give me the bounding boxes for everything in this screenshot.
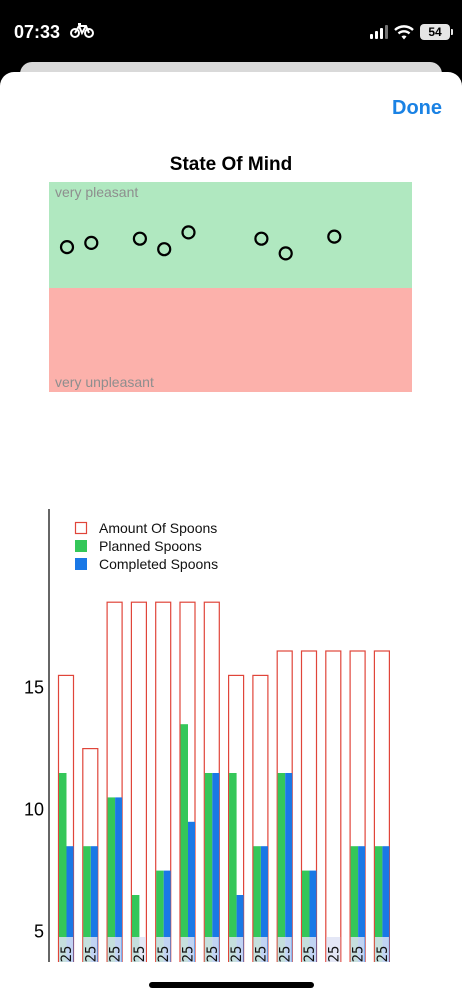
legend-label: Completed Spoons: [99, 556, 218, 572]
mood-point: [278, 246, 293, 261]
pleasant-zone: [49, 182, 412, 288]
state-of-mind-title: State Of Mind: [169, 154, 293, 175]
amount-bar: [228, 674, 245, 962]
date-label-bg: [229, 937, 244, 962]
legend-swatch: [75, 558, 87, 570]
date-label-bg: [83, 937, 98, 962]
date-label-bg: [156, 937, 171, 962]
date-label-bg: [131, 937, 146, 962]
completed-bar: [212, 773, 220, 962]
spoons-bar-chart: 5 10 15 02.04.25 03.04.25 04.04.25 05.04.25 06.…: [24, 509, 391, 962]
completed-bar: [236, 895, 244, 962]
planned-bar: [253, 846, 261, 962]
completed-bar: [66, 846, 74, 962]
x-tick-label: 15.04.25: [375, 946, 391, 962]
date-label-bg: [107, 937, 122, 962]
legend-swatch: [74, 521, 88, 535]
x-tick-label: 08.04.25: [205, 946, 221, 962]
date-label-bg: [180, 937, 195, 962]
mood-point: [157, 242, 172, 257]
mood-point: [254, 231, 269, 246]
mood-point: [84, 235, 99, 251]
planned-bar: [302, 870, 310, 962]
completed-bar: [115, 797, 123, 962]
amount-bar: [373, 650, 390, 962]
date-label-bg: [253, 937, 268, 962]
planned-bar: [204, 773, 213, 962]
planned-bar: [59, 773, 67, 962]
completed-bar: [90, 846, 98, 962]
amount-bar: [349, 650, 366, 962]
very-pleasant-label: very pleasant: [55, 184, 139, 200]
completed-bar: [260, 846, 268, 962]
x-tick-label: 02.04.25: [59, 946, 75, 962]
y-tick-label: 5: [34, 922, 44, 942]
date-label-bg: [350, 937, 365, 962]
planned-bar: [83, 846, 91, 962]
planned-bar: [277, 773, 286, 962]
home-indicator: [149, 982, 314, 988]
x-tick-label: 07.04.25: [181, 946, 197, 962]
mood-point: [132, 231, 148, 246]
amount-bar: [325, 650, 342, 962]
amount-bar: [300, 650, 318, 962]
date-label-bg: [302, 937, 316, 962]
bicycle-icon: [70, 23, 94, 38]
mood-point: [181, 225, 196, 240]
x-tick-label: 03.04.25: [83, 946, 99, 962]
x-tick-label: 10.04.25: [253, 946, 269, 962]
legend-swatch: [75, 540, 87, 552]
date-label-bg: [204, 937, 219, 962]
x-tick-label: 05.04.25: [132, 946, 148, 962]
very-unpleasant-label: very unpleasant: [55, 374, 154, 390]
planned-bar: [374, 846, 383, 962]
legend-label: Planned Spoons: [99, 538, 202, 554]
legend-label: Amount Of Spoons: [99, 520, 217, 536]
date-label-bg: [326, 937, 341, 962]
x-tick-label: 06.04.25: [156, 946, 172, 962]
done-button[interactable]: Done: [392, 97, 442, 119]
battery-icon: 54: [420, 24, 453, 40]
planned-bar: [350, 846, 359, 962]
amount-bar: [155, 601, 172, 962]
amount-bar: [179, 601, 196, 962]
mood-points: [59, 225, 342, 261]
x-tick-label: 13.04.25: [326, 946, 342, 962]
planned-bar: [156, 870, 164, 962]
completed-bar: [285, 773, 293, 962]
planned-bar: [180, 724, 188, 962]
completed-bar: [358, 846, 366, 962]
amount-bar: [57, 674, 75, 962]
x-tick-label: 14.04.25: [351, 946, 367, 962]
mood-point: [59, 239, 75, 255]
date-label-bg: [277, 937, 292, 962]
date-label-bg: [59, 937, 73, 962]
y-tick-label: 15: [24, 678, 44, 698]
planned-bar: [131, 895, 140, 962]
x-tick-label: 12.04.25: [302, 946, 318, 962]
amount-bar: [252, 674, 269, 962]
status-time: 07:33: [14, 22, 61, 42]
y-tick-label: 10: [24, 800, 44, 820]
x-tick-label: 09.04.25: [229, 946, 245, 962]
planned-bar: [107, 797, 116, 962]
completed-bar: [382, 846, 390, 962]
completed-bar: [188, 821, 195, 962]
wifi-icon: [394, 24, 414, 39]
x-tick-label: 11.04.25: [278, 946, 294, 962]
status-bar: 07:33 54: [0, 0, 462, 62]
planned-bar: [229, 773, 237, 962]
amount-bar: [130, 601, 147, 962]
state-of-mind-chart: very pleasant very unpleasant: [49, 182, 412, 392]
completed-bar: [163, 870, 171, 962]
cellular-signal-icon: [370, 25, 388, 39]
date-label-bg: [374, 937, 389, 962]
completed-bar: [309, 870, 317, 962]
x-tick-label: 04.04.25: [108, 946, 124, 962]
unpleasant-zone: [49, 288, 412, 392]
spoons-sheet: Done State Of Mind very pleasant very un…: [0, 72, 462, 1000]
mood-point: [327, 229, 342, 244]
